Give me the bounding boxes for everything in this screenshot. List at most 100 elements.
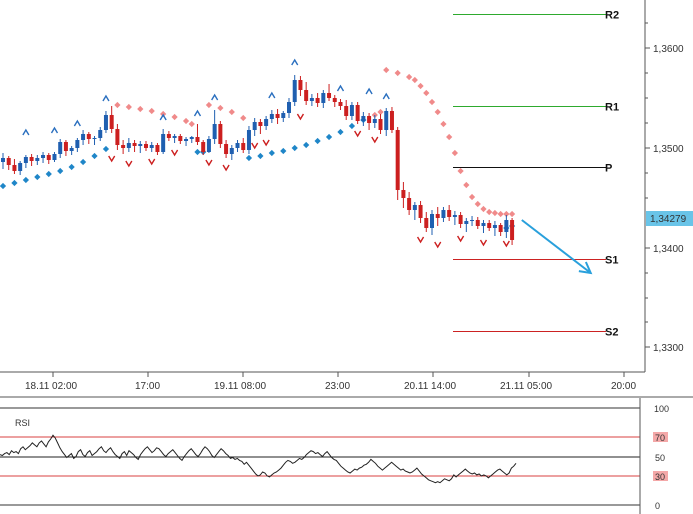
candle-body: [138, 144, 143, 146]
candle-body: [155, 145, 160, 152]
fractal-markers: [22, 58, 510, 249]
forecast-arrow-head: [578, 261, 593, 275]
candle-body: [161, 134, 166, 152]
candle-body: [464, 221, 469, 224]
price-tick-label: 1,3300: [653, 343, 684, 354]
candle-body: [41, 155, 46, 158]
sar-dot: [22, 176, 29, 184]
candle-body: [315, 98, 320, 103]
sar-dot: [68, 163, 75, 171]
candle-body: [349, 105, 354, 116]
forecast-arrow-shaft: [521, 219, 592, 274]
pivot-level-labels: R2 R1 P S1 S2: [605, 10, 619, 339]
candle-body: [487, 223, 492, 228]
candle-body: [115, 129, 120, 145]
rsi-title: RSI: [15, 418, 30, 428]
candle-body: [332, 98, 337, 102]
candle-body: [246, 130, 251, 150]
pivot-level-label: R1: [605, 102, 619, 114]
candle-body: [321, 93, 326, 103]
candle-body: [264, 119, 269, 126]
fractal-down-icon: [434, 241, 442, 249]
sar-dot: [34, 173, 41, 181]
fractal-down-icon: [416, 236, 425, 244]
candle-body: [132, 143, 137, 146]
candle-body: [109, 115, 114, 129]
pivot-level-label: S1: [605, 255, 618, 267]
candle-body: [475, 220, 480, 226]
candle-body: [63, 142, 68, 151]
sar-dot: [125, 103, 132, 111]
candle-body: [344, 106, 349, 116]
candle-body: [309, 98, 314, 101]
time-tick-label: 21.11 05:00: [500, 381, 553, 392]
candle-body: [98, 130, 103, 138]
fractal-down-icon: [354, 130, 362, 138]
rsi-line: [0, 434, 517, 484]
price-tick-label: 1,3600: [653, 44, 684, 55]
fractal-up-icon: [291, 58, 299, 66]
candle-body: [201, 142, 206, 152]
candle-body: [298, 80, 303, 90]
pivot-level-label: S2: [605, 327, 618, 339]
candle-body: [6, 158, 11, 165]
candle-body: [252, 122, 257, 130]
fractal-down-icon: [502, 240, 510, 248]
candle-body: [23, 157, 28, 163]
candle-body: [367, 116, 372, 123]
fractal-up-icon: [22, 128, 30, 136]
fractal-down-icon: [296, 113, 305, 121]
sar-dot: [194, 148, 201, 156]
candle-body: [178, 136, 183, 141]
candle-body: [430, 214, 434, 228]
fractal-up-icon: [193, 109, 202, 117]
fractal-up-icon: [382, 92, 390, 100]
candle-body: [58, 142, 63, 154]
time-tick-label: 17:00: [135, 381, 160, 392]
candle-body: [407, 198, 412, 210]
rsi-tick-label: 50: [655, 453, 665, 463]
candle-body: [75, 140, 80, 148]
rsi-tick-label: 0: [655, 501, 660, 511]
fractal-down-icon: [479, 239, 488, 247]
candle-body: [258, 122, 263, 126]
current-price-label: 1,34279: [650, 214, 687, 225]
candle-body: [235, 143, 240, 148]
candle-body: [195, 137, 200, 142]
candle-body: [378, 119, 383, 130]
candle-body: [18, 163, 23, 171]
candle-body: [52, 154, 57, 160]
price-tick-label: 1,3400: [653, 244, 684, 255]
candle-body: [281, 113, 286, 118]
candle-body: [498, 225, 503, 232]
candle-body: [241, 143, 246, 150]
fractal-up-icon: [365, 87, 373, 95]
candle-body: [172, 136, 177, 138]
candle-body: [12, 165, 17, 171]
time-tick-label: 20:00: [611, 381, 636, 392]
candle-body: [269, 114, 274, 119]
sar-dot: [102, 145, 110, 153]
time-tick-label: 20.11 14:00: [404, 381, 457, 392]
candle-body: [229, 148, 234, 154]
candle-body: [29, 157, 34, 161]
fractal-up-icon: [336, 84, 345, 92]
fractal-down-icon: [108, 155, 116, 163]
sar-dot: [137, 105, 144, 113]
sar-dot: [79, 158, 87, 166]
candle-body: [435, 214, 440, 218]
fractal-up-icon: [159, 113, 167, 121]
fractal-down-icon: [371, 136, 379, 144]
rsi-tick-label: 100: [654, 404, 669, 414]
pivot-level-label: R2: [605, 10, 619, 22]
fractal-down-icon: [262, 139, 270, 147]
fractal-up-icon: [50, 126, 59, 134]
fractal-up-icon: [211, 93, 219, 101]
candle-body: [424, 218, 429, 228]
sar-dot: [114, 101, 121, 109]
candle-body: [389, 111, 394, 130]
candle-body: [338, 102, 343, 106]
candle-body: [412, 205, 417, 210]
rsi-tick-bg-30: [653, 471, 668, 481]
